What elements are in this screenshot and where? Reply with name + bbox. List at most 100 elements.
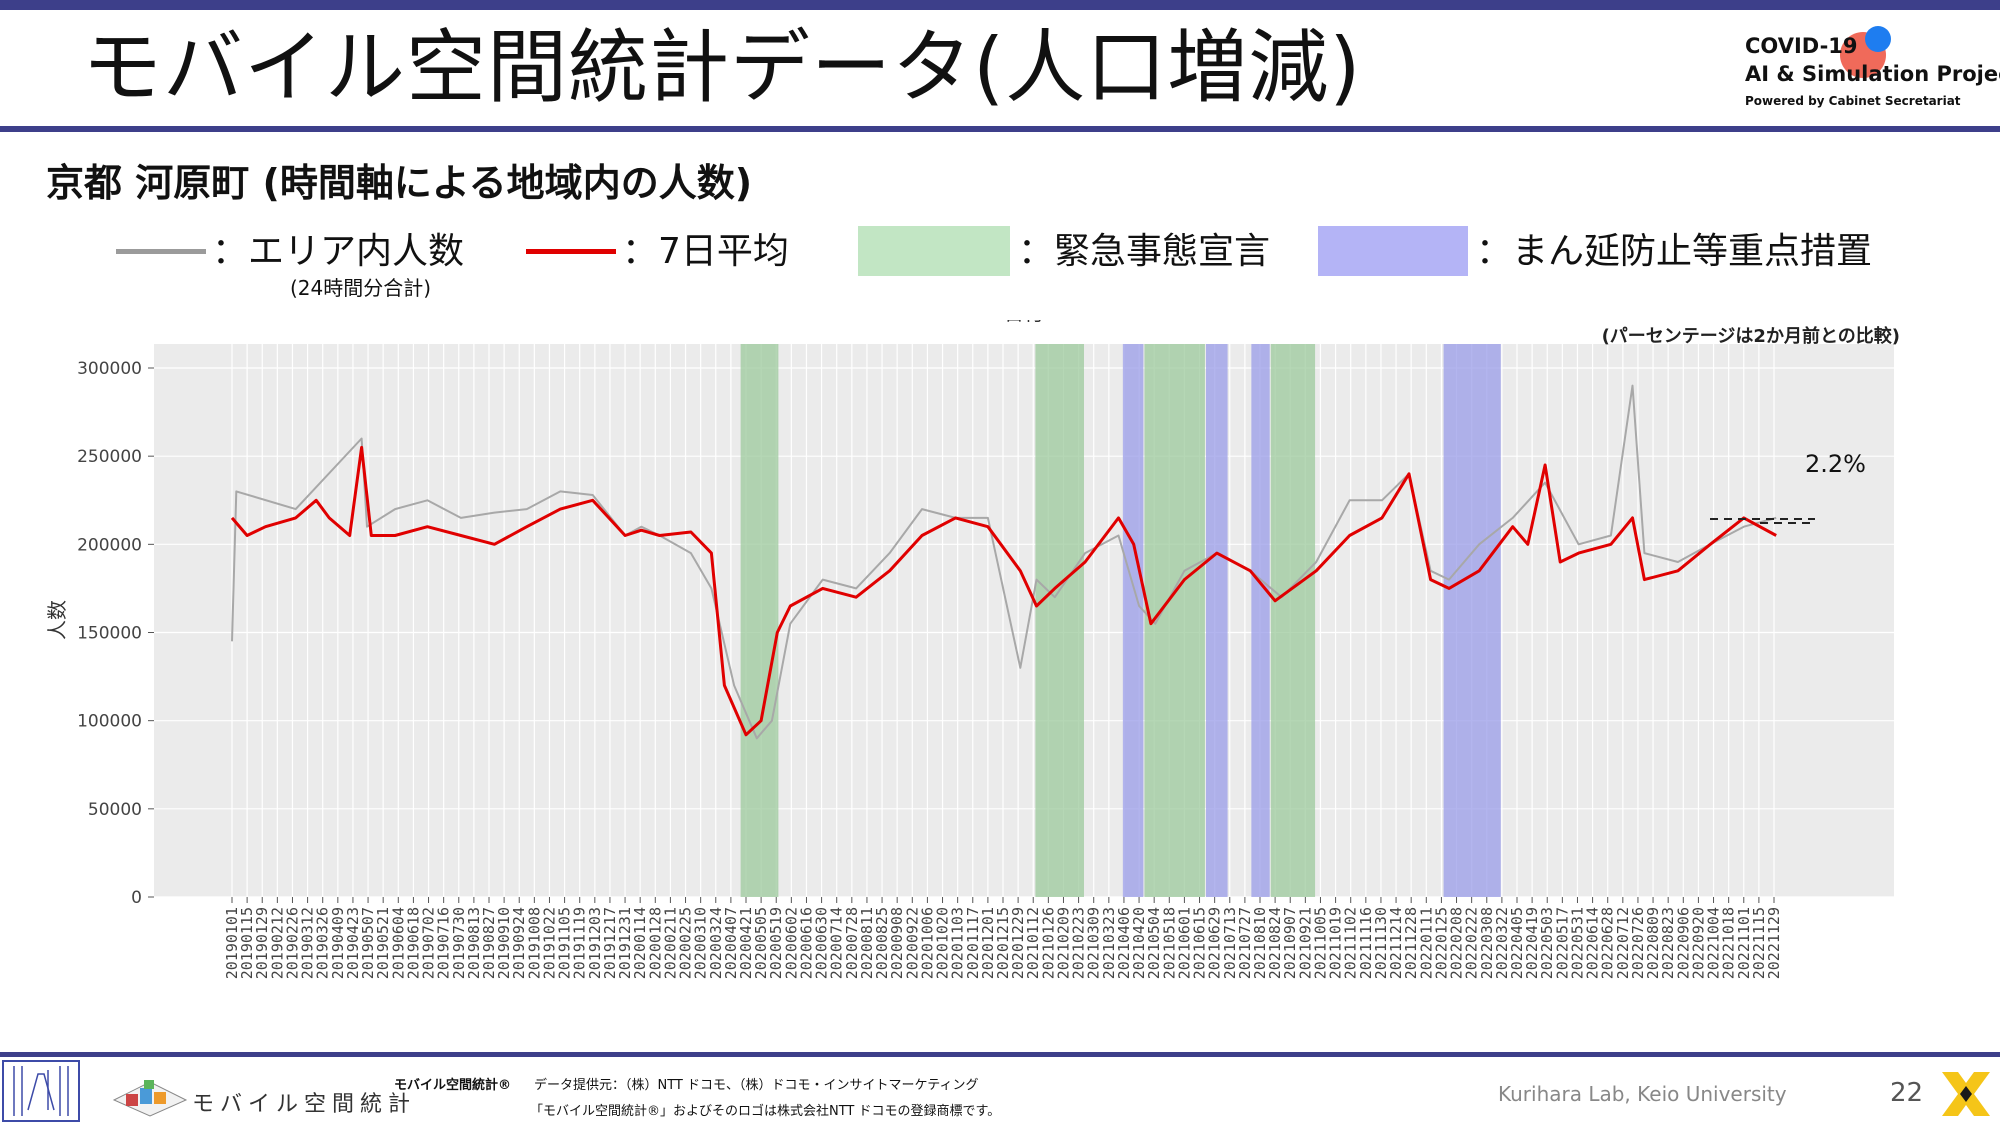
y-tick-label: 250000	[77, 447, 142, 467]
x-tick-label: 20190115	[238, 907, 256, 979]
x-tick-label: 20190910	[495, 907, 513, 979]
legend-raw-swatch	[116, 249, 206, 254]
x-tick-label: 20200825	[873, 907, 891, 979]
x-tick-label: 20220712	[1614, 907, 1632, 979]
x-tick-label: 20220531	[1568, 907, 1586, 979]
covid-project-logo: COVID-19 AI & Simulation Project Powered…	[1745, 24, 2000, 114]
x-tick-label: 20200407	[722, 907, 740, 979]
x-tick-label: 20191119	[571, 907, 589, 979]
x-tick-label: 20220405	[1508, 907, 1526, 979]
x-tick-label: 20210126	[1039, 907, 1057, 979]
x-tick-label: 20221018	[1720, 907, 1738, 979]
priority-bands	[1122, 344, 1501, 897]
x-tick-label: 20220628	[1599, 907, 1617, 979]
y-tick-label: 150000	[77, 624, 142, 644]
x-tick-label: 20220906	[1674, 907, 1692, 979]
page-title: モバイル空間統計データ(人口増減)	[82, 21, 1362, 114]
x-tick-label: 20211116	[1357, 907, 1375, 979]
x-tick-label: 20211214	[1387, 907, 1405, 979]
priority-band	[1443, 344, 1501, 897]
x-tick-label: 20210824	[1266, 907, 1284, 979]
x-tick-label: 20220125	[1432, 907, 1450, 979]
seven-day-average-line	[230, 445, 1777, 737]
x-tick-label: 20211130	[1372, 907, 1390, 979]
comparison-note: (パーセンテージは2か月前との比較)	[1602, 325, 1900, 347]
priority-band	[1122, 344, 1144, 897]
x-tick-label: 20211005	[1311, 907, 1329, 979]
footer-lab: Kurihara Lab, Keio University	[1498, 1082, 1787, 1106]
legend-emergency-label: ：緊急事態宣言	[1018, 231, 1271, 272]
x-tick-label: 20210420	[1130, 907, 1148, 979]
x-tick-label: 20220322	[1493, 907, 1511, 979]
x-tick-label: 20200922	[903, 907, 921, 979]
x-tick-label: 20210518	[1160, 907, 1178, 979]
x-tick-label: 20211228	[1402, 907, 1420, 979]
emergency-band	[1035, 344, 1084, 897]
x-tick-label: 20220208	[1448, 907, 1466, 979]
x-tick-label: 20200211	[661, 907, 679, 979]
y-tick-label: 300000	[77, 359, 142, 379]
x-tick-label: 20220809	[1644, 907, 1662, 979]
chart-subtitle: 京都 河原町 (時間軸による地域内の人数)	[46, 161, 753, 205]
x-tick-label: 20221129	[1765, 907, 1783, 979]
x-tick-label: 20220517	[1553, 907, 1571, 979]
x-tick-label: 20200714	[828, 907, 846, 979]
y-axis: 0 50000 100000 150000 200000 250000 300000	[77, 359, 154, 908]
x-tick-label: 20200616	[797, 907, 815, 979]
footer-brand-small: モバイル空間統計®	[394, 1078, 512, 1093]
x-tick-label: 20190326	[314, 907, 332, 979]
logo-line-3: Powered by Cabinet Secretariat	[1745, 94, 1961, 108]
legend-raw-label: ：エリア内人数	[212, 231, 465, 272]
x-tick-label: 20190312	[299, 907, 317, 979]
x-tick-label: 20210309	[1085, 907, 1103, 979]
page-number: 22	[1890, 1078, 1924, 1108]
x-tick-label: 20201103	[949, 907, 967, 979]
x-tick-label: 20211102	[1342, 907, 1360, 979]
x-tick-label: 20190212	[268, 907, 286, 979]
x-tick-label: 20190507	[359, 907, 377, 979]
top-rule	[0, 0, 2000, 10]
x-tick-label: 20220111	[1417, 907, 1435, 979]
x-tick-label: 20200310	[692, 907, 710, 979]
x-tick-label: 20221101	[1735, 907, 1753, 979]
y-tick-label: 50000	[88, 800, 142, 820]
x-tick-label: 20190101	[223, 907, 241, 979]
x-tick-label: 20190716	[435, 907, 453, 979]
x-tick-label: 20200602	[782, 907, 800, 979]
x-tick-label: 20210601	[1175, 907, 1193, 979]
x-tick-label: 20210615	[1191, 907, 1209, 979]
x-tick-label: 20191231	[616, 907, 634, 979]
mobile-spatial-stats-logo-icon	[112, 1080, 188, 1117]
emergency-band	[1270, 344, 1316, 897]
x-tick-label: 20220920	[1689, 907, 1707, 979]
x-tick-label: 20191203	[586, 907, 604, 979]
x-axis: 2019010120190115201901292019021220190226…	[223, 897, 1783, 979]
x-tick-label: 20210112	[1024, 907, 1042, 979]
x-tick-label: 20220614	[1584, 907, 1602, 979]
x-tick-label: 20220308	[1478, 907, 1496, 979]
x-tick-label: 20200519	[767, 907, 785, 979]
x-tick-label: 20190827	[480, 907, 498, 979]
legend-avg-swatch	[526, 249, 616, 254]
logo-line-1: COVID-19	[1745, 34, 1858, 58]
legend-priority-swatch	[1318, 226, 1468, 276]
y-tick-label: 200000	[77, 535, 142, 555]
x-tick-label: 20210629	[1206, 907, 1224, 979]
x-tick-label: 20210209	[1054, 907, 1072, 979]
x-tick-label: 20220222	[1463, 907, 1481, 979]
area-count-line	[231, 384, 1777, 740]
x-tick-label: 20190813	[465, 907, 483, 979]
x-tick-label: 20220419	[1523, 907, 1541, 979]
x-tick-label: 20190604	[389, 907, 407, 979]
x-tick-label: 20190521	[374, 907, 392, 979]
x-tick-label: 20201215	[994, 907, 1012, 979]
x-tick-label: 20201229	[1009, 907, 1027, 979]
x-tick-label: 20210223	[1070, 907, 1088, 979]
x-tick-label: 20200114	[631, 907, 649, 979]
x-tick-label: 20220503	[1538, 907, 1556, 979]
x-tick-label: 20201020	[934, 907, 952, 979]
x-tick-label: 20190618	[404, 907, 422, 979]
y-tick-label: 100000	[77, 712, 142, 732]
emergency-band	[740, 344, 779, 897]
x-tick-label: 20210713	[1221, 907, 1239, 979]
